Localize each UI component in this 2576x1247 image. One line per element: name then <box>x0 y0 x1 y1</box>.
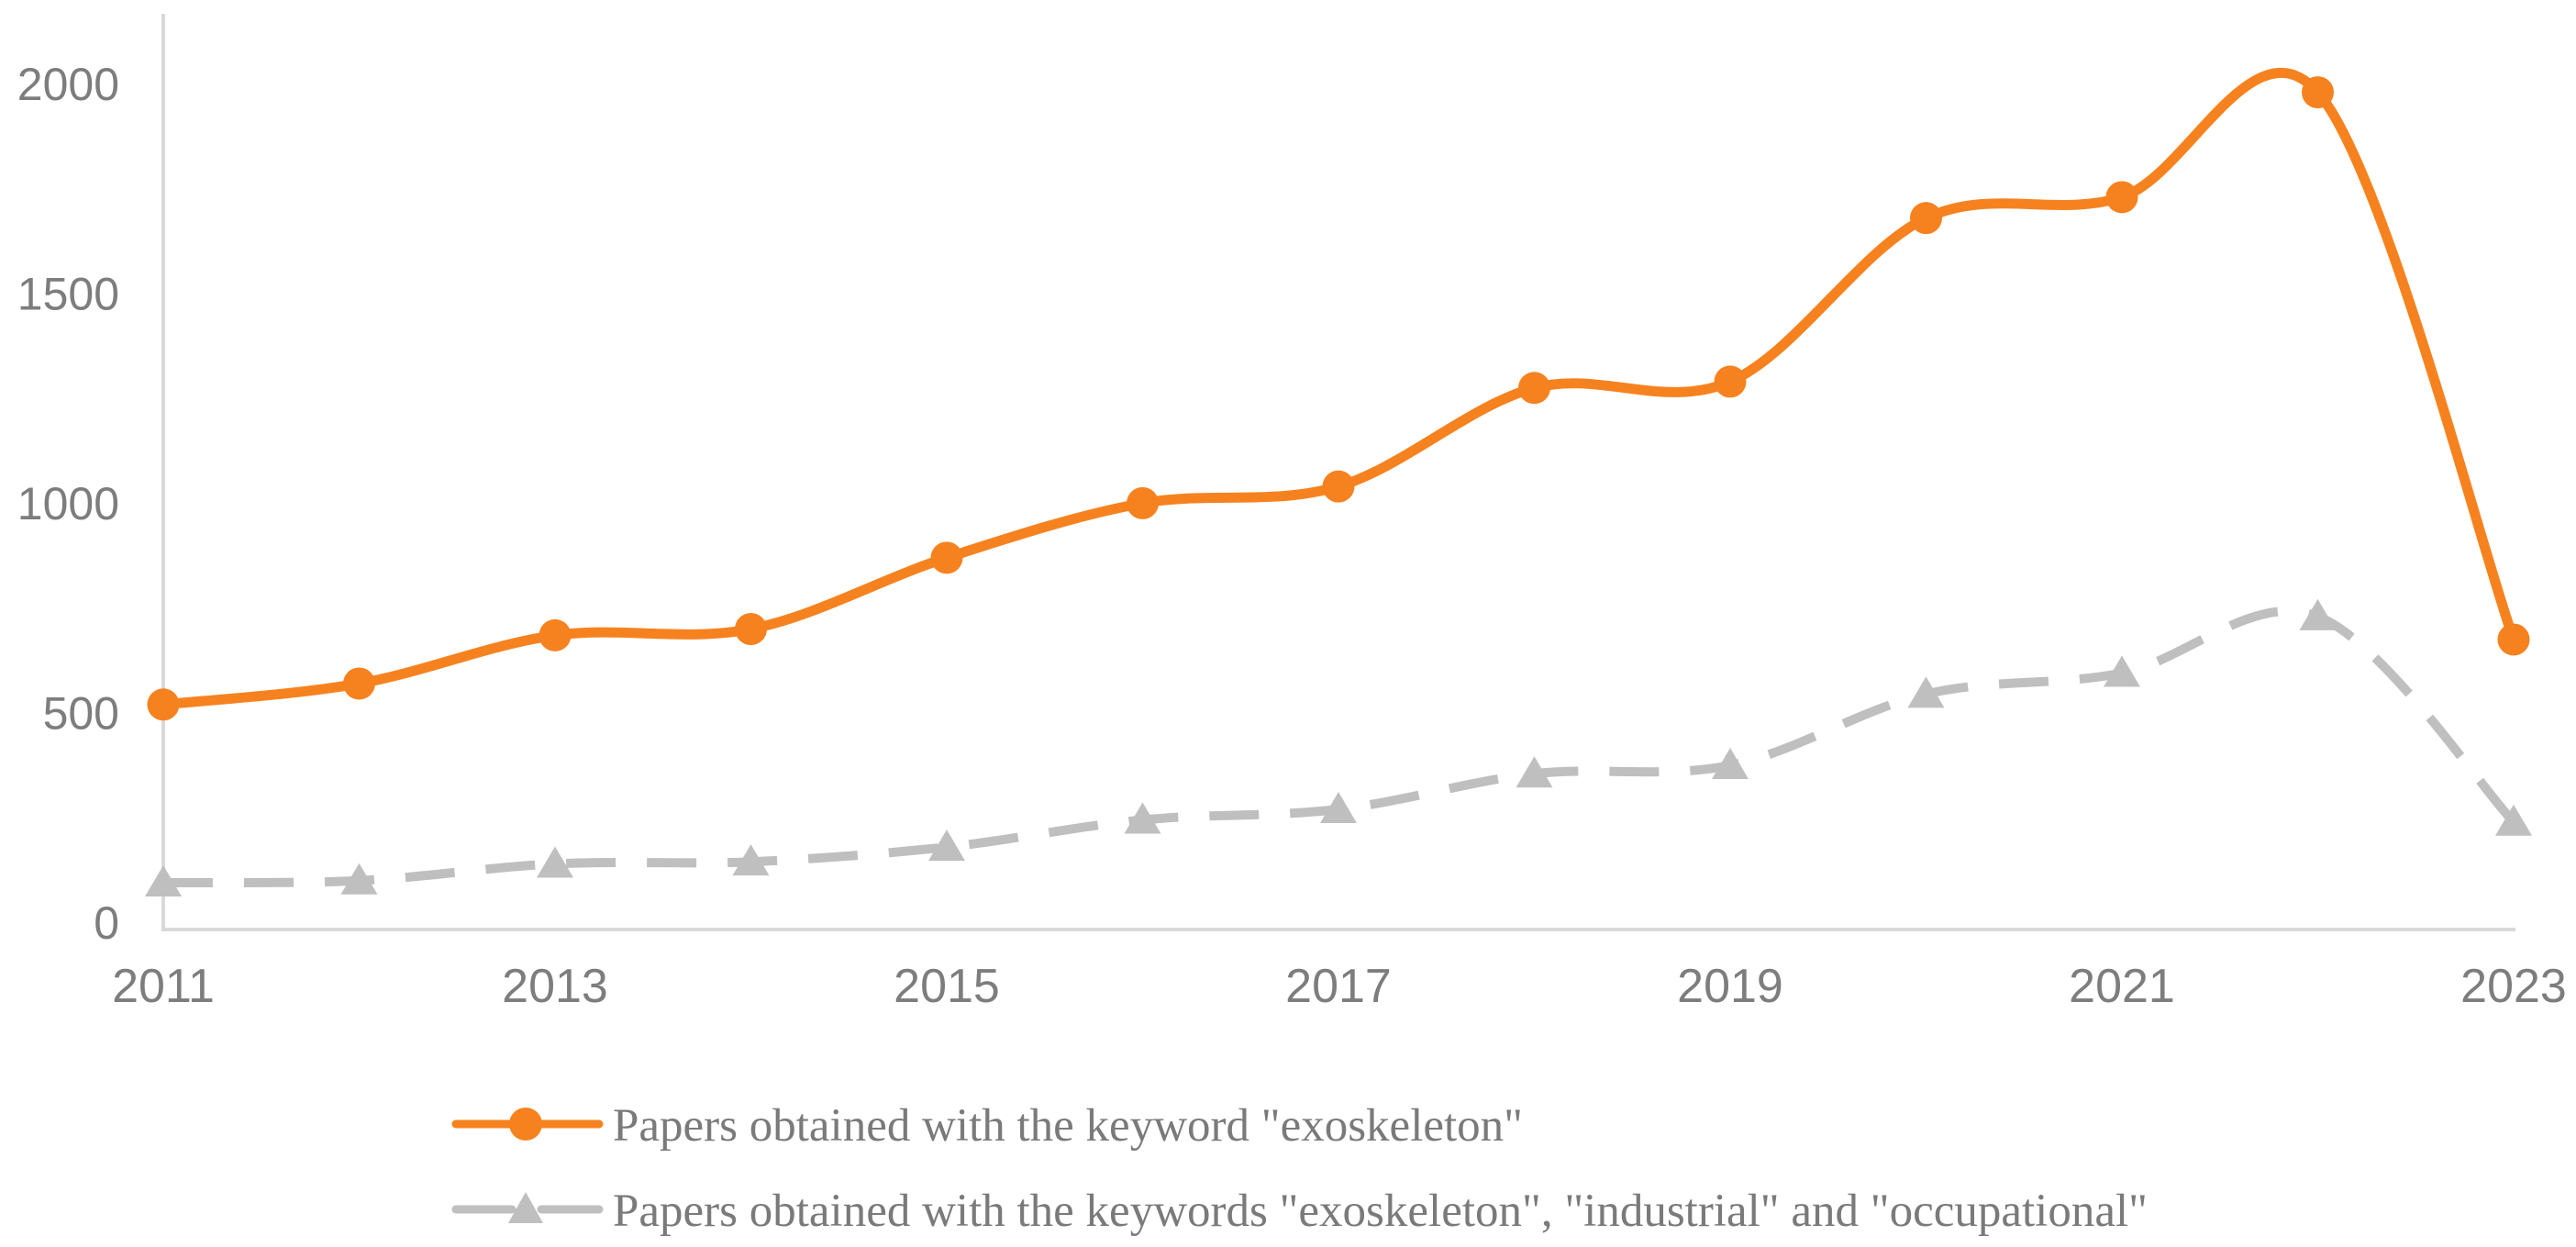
legend-label-exoskeleton: Papers obtained with the keyword "exoske… <box>613 1100 1523 1152</box>
series-exoskeleton-markers <box>147 76 2530 721</box>
industrial-occupational-data-point-marker <box>340 863 378 895</box>
series-industrial-occupational-line <box>162 607 2517 888</box>
y-tick-500: 500 <box>43 688 119 740</box>
industrial-occupational-data-point-marker <box>2495 804 2532 836</box>
x-tick-2015: 2015 <box>894 960 1000 1013</box>
x-axis-tick-labels: 2011 2013 2015 2017 2019 2021 2023 <box>112 960 2567 1013</box>
exoskeleton-data-point-marker <box>2105 181 2138 214</box>
legend-label-industrial-occupational: Papers obtained with the keywords "exosk… <box>613 1186 2148 1237</box>
legend-item-exoskeleton: Papers obtained with the keyword "exoske… <box>451 1100 1523 1152</box>
exoskeleton-data-point-marker <box>1322 470 1355 503</box>
industrial-occupational-data-point-marker <box>1712 748 1749 780</box>
industrial-occupational-data-point-marker <box>537 846 573 878</box>
y-axis-tick-labels: 0 500 1000 1500 2000 <box>17 59 119 949</box>
industrial-occupational-data-point-marker <box>1907 676 1945 708</box>
exoskeleton-data-point-marker <box>2302 76 2334 109</box>
exoskeleton-data-point-marker <box>1714 365 1747 398</box>
y-tick-1500: 1500 <box>17 269 119 320</box>
industrial-occupational-data-point-marker <box>928 829 965 862</box>
legend-triangle-marker-icon <box>508 1192 543 1223</box>
industrial-occupational-data-point-marker <box>732 844 770 876</box>
industrial-occupational-data-point-marker <box>145 865 182 897</box>
series-exoskeleton-line <box>158 67 2519 710</box>
exoskeleton-data-point-marker <box>147 688 180 721</box>
series-industrial-occupational-markers <box>145 598 2532 897</box>
y-tick-0: 0 <box>94 897 119 949</box>
x-tick-2011: 2011 <box>112 960 215 1013</box>
exoskeleton-data-point-marker <box>930 541 963 574</box>
industrial-occupational-data-point-marker <box>1124 802 1161 834</box>
exoskeleton-data-point-marker <box>1127 486 1159 519</box>
x-tick-2017: 2017 <box>1285 960 1392 1013</box>
y-tick-1000: 1000 <box>17 478 119 529</box>
industrial-occupational-data-point-marker <box>2299 598 2337 630</box>
x-tick-2019: 2019 <box>1677 960 1783 1013</box>
x-tick-2023: 2023 <box>2460 960 2567 1013</box>
industrial-occupational-data-point-marker <box>1516 756 1553 788</box>
exoskeleton-data-point-marker <box>1910 202 1942 235</box>
legend-circle-marker-icon <box>509 1108 542 1141</box>
y-tick-2000: 2000 <box>17 59 119 110</box>
legend-item-industrial-occupational: Papers obtained with the keywords "exosk… <box>451 1186 2148 1237</box>
industrial-occupational-data-point-marker <box>2104 655 2140 687</box>
exoskeleton-data-point-marker <box>2497 623 2530 656</box>
exoskeleton-data-point-marker <box>343 667 375 700</box>
x-tick-2021: 2021 <box>2069 960 2175 1013</box>
exoskeleton-data-point-marker <box>539 618 572 651</box>
exoskeleton-data-point-marker <box>735 613 767 646</box>
exoskeleton-data-point-marker <box>1518 372 1550 405</box>
x-tick-2013: 2013 <box>502 960 608 1013</box>
legend: Papers obtained with the keyword "exoske… <box>451 1100 2148 1237</box>
industrial-occupational-data-point-marker <box>1320 792 1357 824</box>
